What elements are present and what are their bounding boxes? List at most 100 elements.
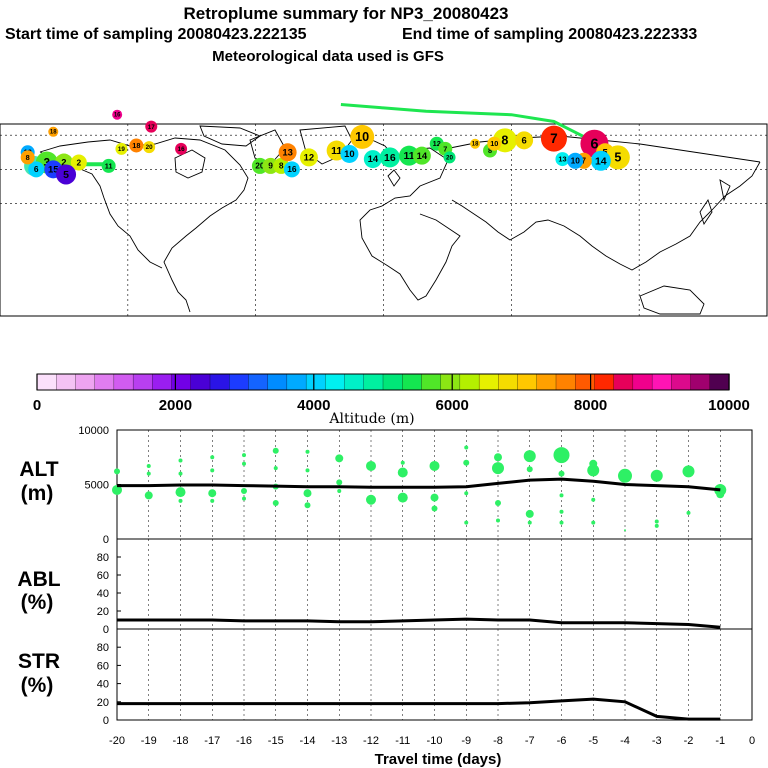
scatter-point [492,462,504,475]
scatter-point [241,488,247,495]
plume-age-label: 10 [490,139,498,148]
colorbar-cell [440,373,461,391]
scatter-point [366,494,376,505]
plume-age-label: 8 [279,161,284,171]
colorbar-cell [671,373,692,391]
colorbar-cell [555,373,576,391]
plume-marker [48,126,59,137]
x-tick-label: -17 [204,735,220,747]
plume-age-label: 13 [282,147,293,158]
plume-marker [145,120,158,133]
plume-age-label: 11 [404,150,415,162]
panel-abl: 80 60 40 20 0 ABL(%) [17,538,753,636]
colorbar-cell [94,373,115,391]
scatter-point [559,509,564,514]
plume-age-label: 10 [355,130,369,144]
plume-marker [56,164,77,185]
plume-marker [379,147,400,168]
plume-age-label: 12 [433,139,441,148]
colorbar-cell [229,373,250,391]
colorbar-tick-label: 6000 [436,397,469,414]
plume-age-label: 10 [344,149,355,160]
scatter-point [242,461,246,466]
plume-marker [567,152,584,169]
plume-marker [175,142,188,155]
scatter-point [559,493,564,498]
plume-age-label: 19 [118,146,126,153]
plume-age-label: 18 [50,130,57,136]
plume-age-label: 8 [26,153,30,162]
scatter-point [146,463,151,468]
scatter-point [400,460,405,465]
scatter-point [591,520,596,525]
scatter-point [525,509,534,518]
scatter-point [337,489,342,494]
colorbar-tick-label: 10000 [708,397,750,414]
time-series-panels: 1000050000ALT(m)806040200ABL(%)806040200… [17,425,755,768]
colorbar-cell [575,373,596,391]
colorbar-cell [478,373,499,391]
axis-unit: (m) [21,482,54,505]
x-tick-label: -1 [715,735,725,747]
y-tick-label: 0 [103,534,109,546]
x-tick-label: -16 [236,735,252,747]
plume-age-label: 9 [268,161,273,171]
plume-marker [143,141,156,154]
x-tick-label: -10 [427,735,443,747]
world-map: 4322615510811191820161718209816131211101… [0,103,768,317]
y-tick-label: 40 [97,679,109,691]
colorbar-cell [459,373,480,391]
plume-marker [129,138,144,153]
colorbar-cell [325,373,346,391]
colorbar-cells [36,373,730,391]
scatter-point [112,484,122,495]
colorbar-cell [690,373,711,391]
plume-marker [443,151,456,164]
plume-marker [555,152,570,167]
plume-marker [540,125,567,152]
scatter-point [523,450,536,463]
x-tick-label: 0 [749,735,755,747]
colorbar-tick-label: 0 [33,397,41,414]
axis-unit: (%) [21,674,54,697]
x-tick-label: -15 [268,735,284,747]
colorbar-cell [382,373,403,391]
axis-label: ALT [19,458,58,481]
y-tick-label: 0 [103,624,109,636]
scatter-point [618,468,632,483]
scatter-point [591,497,596,502]
plume-age-label: 7 [550,131,558,146]
y-tick-label: 80 [97,552,109,564]
plume-age-label: 15 [48,164,59,175]
scatter-point [686,510,691,515]
colorbar-cell [363,373,384,391]
x-tick-label: -19 [141,735,157,747]
plume-age-label: 7 [443,144,447,153]
plume-age-label: 16 [287,164,297,174]
colorbar-cell [402,373,423,391]
scatter-point [527,520,532,525]
scatter-point [178,458,183,463]
panel-alt: 10000 5000 0 ALT(m) [19,425,753,546]
scatter-point [429,460,440,471]
plume-marker [515,131,534,150]
x-tick-label: -14 [300,735,316,747]
scatter-point [430,493,439,502]
plume-marker [399,145,420,166]
scatter-point [558,470,565,477]
y-tick-label: 10000 [78,425,109,437]
x-tick-label: -13 [331,735,347,747]
series-line [117,477,721,492]
scatter-point [242,453,246,458]
scatter-point [716,490,725,499]
plume-marker [363,150,382,169]
y-tick-label: 80 [97,642,109,654]
plume-age-label: 10 [571,156,581,166]
axis-label: STR [18,650,60,673]
plume-marker [487,136,502,151]
plume-marker [70,154,87,171]
altitude-colorbar: 0 2000 4000 6000 8000 10000 Altitude (m) [33,373,750,427]
plume-age-label: 16 [114,112,121,118]
colorbar-cell [171,373,192,391]
